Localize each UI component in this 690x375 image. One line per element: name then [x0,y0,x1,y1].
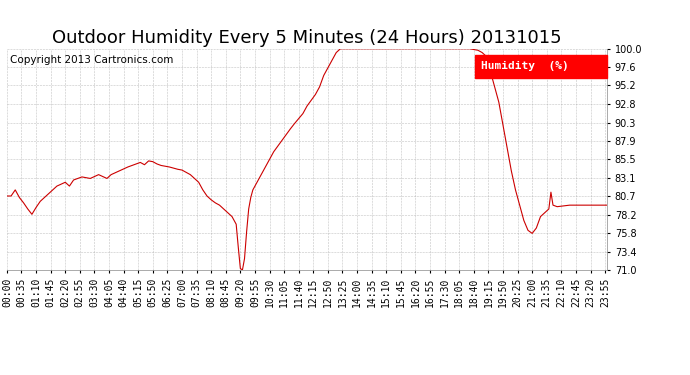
Text: Humidity  (%): Humidity (%) [481,62,569,72]
Text: Copyright 2013 Cartronics.com: Copyright 2013 Cartronics.com [10,56,173,65]
Title: Outdoor Humidity Every 5 Minutes (24 Hours) 20131015: Outdoor Humidity Every 5 Minutes (24 Hou… [52,29,562,47]
FancyBboxPatch shape [475,56,607,78]
